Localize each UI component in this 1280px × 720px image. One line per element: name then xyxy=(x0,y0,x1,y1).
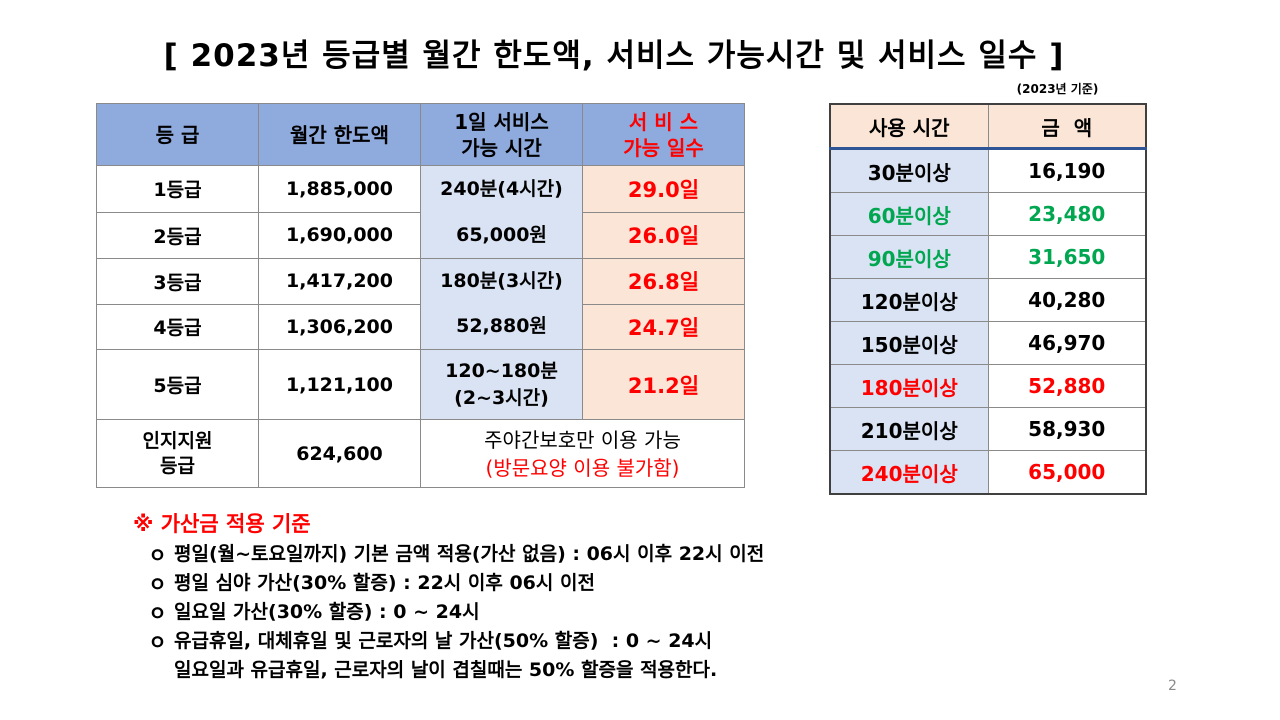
cognitive-note-line2: (방문요양 이용 불가함) xyxy=(485,455,680,480)
header-daily-line1: 1일 서비스 xyxy=(454,109,549,134)
usage-table-header: 사용 시간 금 액 xyxy=(829,103,1147,150)
page-number: 2 xyxy=(1168,678,1177,694)
header-amount: 금 액 xyxy=(987,103,1147,150)
amount-cell: 58,930 xyxy=(987,407,1147,451)
table-row-cognitive: 인지지원 등급 624,600 주야간보호만 이용 가능 (방문요양 이용 불가… xyxy=(96,419,745,488)
cognitive-note: 주야간보호만 이용 가능 (방문요양 이용 불가함) xyxy=(420,419,745,488)
header-service-days: 서 비 스 가능 일수 xyxy=(582,103,745,166)
table-row: 30분이상 16,190 xyxy=(829,148,1147,193)
cognitive-grade-line1: 인지지원 xyxy=(142,429,213,452)
grade-cell: 1등급 xyxy=(96,165,259,213)
list-item-continuation: 일요일과 유급휴일, 근로자의 날이 겹칠때는 50% 할증을 적용한다. xyxy=(174,659,718,681)
usage-amount-table: 사용 시간 금 액 30분이상 16,190 60분이상 23,480 90분이… xyxy=(829,103,1147,495)
service-time-value: 180분(3시간) xyxy=(440,270,563,292)
amount-cell: 23,480 xyxy=(987,192,1147,236)
surcharge-criteria-title: ※ 가산금 적용 기준 xyxy=(133,512,311,536)
usage-time-cell: 210분이상 xyxy=(829,407,989,451)
usage-time-cell: 120분이상 xyxy=(829,278,989,322)
header-daily-line2: 가능 시간 xyxy=(461,135,542,160)
header-grade: 등 급 xyxy=(96,103,259,166)
bullet-icon: ｏ xyxy=(148,543,168,565)
table-row: 120분이상 40,280 xyxy=(829,278,1147,322)
list-item: ｏ 일요일 가산(30% 할증) : 0 ~ 24시 xyxy=(148,598,764,627)
table-row: 180분이상 52,880 xyxy=(829,364,1147,408)
bullet-icon: ｏ xyxy=(148,601,168,623)
table-row: 60분이상 23,480 xyxy=(829,192,1147,236)
grade-table-header: 등 급 월간 한도액 1일 서비스 가능 시간 서 비 스 가능 일수 xyxy=(96,103,745,166)
limit-cell: 1,121,100 xyxy=(258,349,421,420)
bullet-icon: ｏ xyxy=(148,572,168,594)
days-cell: 24.7일 xyxy=(582,303,745,350)
header-monthly-limit: 월간 한도액 xyxy=(258,103,421,166)
limit-cell: 1,417,200 xyxy=(258,258,421,305)
table-row: 90분이상 31,650 xyxy=(829,235,1147,279)
table-row: 5등급 1,121,100 120~180분 (2~3시간) 21.2일 xyxy=(96,349,745,420)
list-item: ｏ 유급휴일, 대체휴일 및 근로자의 날 가산(50% 할증) : 0 ~ 24… xyxy=(148,627,764,656)
table-row: 240분이상 65,000 xyxy=(829,450,1147,495)
header-daily-service-time: 1일 서비스 가능 시간 xyxy=(420,103,583,166)
amount-cell: 46,970 xyxy=(987,321,1147,365)
table-row: 1등급 1,885,000 240분(4시간) 65,000원 29.0일 xyxy=(96,165,745,259)
limit-cell-cognitive: 624,600 xyxy=(258,419,421,488)
header-usage-time: 사용 시간 xyxy=(829,103,989,150)
days-cell: 26.8일 xyxy=(582,258,745,305)
table-row: 2등급 1,690,000 26.0일 xyxy=(96,211,745,259)
grade-limit-table: 등 급 월간 한도액 1일 서비스 가능 시간 서 비 스 가능 일수 1등급 … xyxy=(96,103,745,488)
usage-time-cell: 150분이상 xyxy=(829,321,989,365)
amount-cell: 40,280 xyxy=(987,278,1147,322)
list-item-text: 평일(월~토요일까지) 기본 금액 적용(가산 없음) : 06시 이후 22시… xyxy=(174,543,765,565)
service-time-grade-5: 120~180분 (2~3시간) xyxy=(420,349,583,420)
surcharge-criteria-list: ｏ 평일(월~토요일까지) 기본 금액 적용(가산 없음) : 06시 이후 22… xyxy=(148,540,764,685)
days-cell: 26.0일 xyxy=(582,211,745,259)
days-cell: 21.2일 xyxy=(582,349,745,420)
list-item: ｏ 평일(월~토요일까지) 기본 금액 적용(가산 없음) : 06시 이후 22… xyxy=(148,540,764,569)
list-item: ｏ 평일 심야 가산(30% 할증) : 22시 이후 06시 이전 xyxy=(148,569,764,598)
amount-cell: 31,650 xyxy=(987,235,1147,279)
table-row: 3등급 1,417,200 180분(3시간) 52,880원 26.8일 xyxy=(96,258,745,350)
limit-cell: 1,306,200 xyxy=(258,303,421,350)
header-days-line1: 서 비 스 xyxy=(628,109,699,134)
header-days-line2: 가능 일수 xyxy=(623,135,704,160)
grade-cell: 2등급 xyxy=(96,211,259,259)
grade-cell: 4등급 xyxy=(96,303,259,350)
grade-cell: 5등급 xyxy=(96,349,259,420)
table-row: 4등급 1,306,200 24.7일 xyxy=(96,303,745,350)
basis-year-note: (2023년 기준) xyxy=(1016,82,1099,96)
usage-time-cell: 240분이상 xyxy=(829,450,989,495)
service-time-line2: (2~3시간) xyxy=(454,386,549,409)
service-time-grade-1-2: 240분(4시간) 65,000원 xyxy=(420,165,583,259)
service-amount-value: 65,000원 xyxy=(456,224,547,246)
table-row: 210분이상 58,930 xyxy=(829,407,1147,451)
list-item-text: 유급휴일, 대체휴일 및 근로자의 날 가산(50% 할증) : 0 ~ 24시 xyxy=(174,630,713,652)
table-row: 150분이상 46,970 xyxy=(829,321,1147,365)
amount-cell: 16,190 xyxy=(987,148,1147,193)
bullet-icon: ｏ xyxy=(148,630,168,652)
service-amount-value: 52,880원 xyxy=(456,315,547,337)
page-title: [ 2023년 등급별 월간 한도액, 서비스 가능시간 및 서비스 일수 ] xyxy=(163,38,1065,74)
amount-cell: 65,000 xyxy=(987,450,1147,495)
grade-cell-cognitive: 인지지원 등급 xyxy=(96,419,259,488)
days-cell: 29.0일 xyxy=(582,165,745,213)
cognitive-grade-line2: 등급 xyxy=(160,454,195,477)
usage-time-cell: 90분이상 xyxy=(829,235,989,279)
list-item-text: 평일 심야 가산(30% 할증) : 22시 이후 06시 이전 xyxy=(174,572,595,594)
service-time-value: 240분(4시간) xyxy=(440,178,563,200)
service-time-line1: 120~180분 xyxy=(445,359,558,382)
list-item-text: 일요일 가산(30% 할증) : 0 ~ 24시 xyxy=(174,601,480,623)
usage-time-cell: 60분이상 xyxy=(829,192,989,236)
cognitive-note-line1: 주야간보호만 이용 가능 xyxy=(484,427,681,452)
service-time-grade-3-4: 180분(3시간) 52,880원 xyxy=(420,258,583,350)
amount-cell: 52,880 xyxy=(987,364,1147,408)
limit-cell: 1,885,000 xyxy=(258,165,421,213)
grade-cell: 3등급 xyxy=(96,258,259,305)
usage-time-cell: 180분이상 xyxy=(829,364,989,408)
limit-cell: 1,690,000 xyxy=(258,211,421,259)
usage-time-cell: 30분이상 xyxy=(829,148,989,193)
